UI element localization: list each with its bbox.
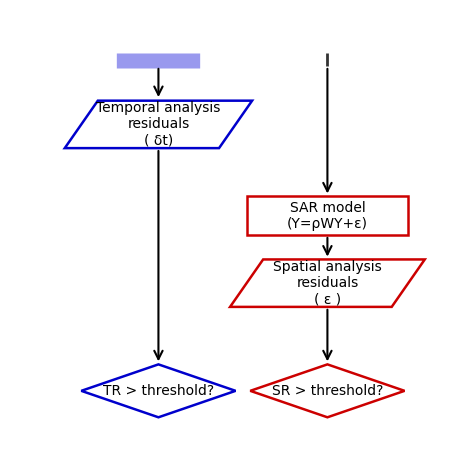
Text: TR > threshold?: TR > threshold?	[103, 384, 214, 398]
Polygon shape	[65, 100, 252, 148]
Text: SAR model
(Y=ρWY+ε): SAR model (Y=ρWY+ε)	[287, 201, 368, 231]
Bar	[246, 197, 408, 235]
Polygon shape	[250, 365, 405, 417]
Polygon shape	[82, 365, 236, 417]
Text: Spatial analysis
residuals
( ε ): Spatial analysis residuals ( ε )	[273, 260, 382, 306]
Text: Temporal analysis
residuals
( δt): Temporal analysis residuals ( δt)	[96, 101, 220, 147]
Text: SR > threshold?: SR > threshold?	[272, 384, 383, 398]
Polygon shape	[230, 259, 425, 307]
